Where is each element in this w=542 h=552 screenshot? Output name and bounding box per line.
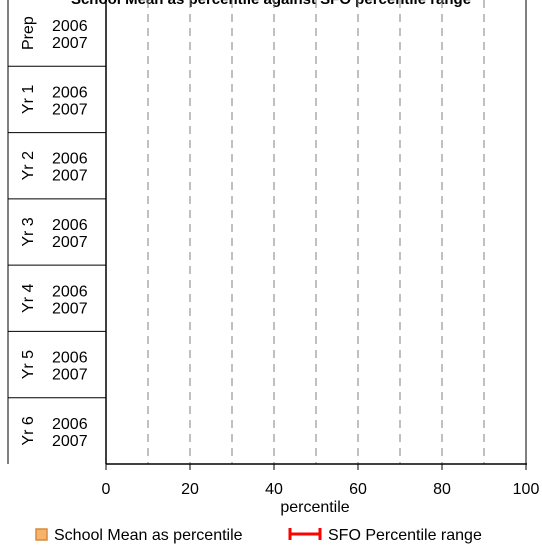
- year-label: 2006: [52, 217, 88, 234]
- year-label: 2006: [52, 350, 88, 367]
- year-label: 2007: [52, 168, 88, 185]
- legend: School Mean as percentile SFO Percentile…: [35, 527, 482, 544]
- x-tick-label: 20: [181, 481, 199, 498]
- group-label-yr-4: Yr 4: [20, 284, 37, 313]
- x-tick-label: 100: [513, 481, 540, 498]
- year-label: 2007: [52, 433, 88, 450]
- chart-title: School Mean as percentile against SFO pe…: [71, 0, 471, 8]
- x-tick-label: 80: [433, 481, 451, 498]
- x-tick-label: 40: [265, 481, 283, 498]
- year-label: 2006: [52, 416, 88, 433]
- year-label: 2006: [52, 84, 88, 101]
- legend-range-label: SFO Percentile range: [328, 527, 482, 544]
- group-label-prep: Prep: [20, 16, 37, 50]
- x-axis-label: percentile: [280, 499, 349, 516]
- grid-lines: [147, 0, 485, 464]
- year-label: 2006: [52, 18, 88, 35]
- year-label: 2007: [52, 234, 88, 251]
- group-label-yr-3: Yr 3: [20, 217, 37, 246]
- plot-frame: [7, 0, 527, 465]
- year-label: 2007: [52, 367, 88, 384]
- year-label: 2007: [52, 35, 88, 52]
- year-label: 2006: [52, 151, 88, 168]
- x-axis-ticks: 0 20 40 60 80 100: [102, 464, 540, 498]
- group-label-yr-1: Yr 1: [20, 85, 37, 114]
- group-label-yr-6: Yr 6: [20, 416, 37, 445]
- year-label: 2007: [52, 101, 88, 118]
- group-label-yr-5: Yr 5: [20, 350, 37, 379]
- legend-range-icon: [288, 528, 322, 540]
- year-label: 2006: [52, 283, 88, 300]
- legend-mean-swatch: [35, 528, 48, 541]
- x-tick-label: 0: [102, 481, 111, 498]
- legend-mean-label: School Mean as percentile: [54, 527, 243, 544]
- x-tick-label: 60: [349, 481, 367, 498]
- group-label-yr-2: Yr 2: [20, 151, 37, 180]
- year-label: 2007: [52, 300, 88, 317]
